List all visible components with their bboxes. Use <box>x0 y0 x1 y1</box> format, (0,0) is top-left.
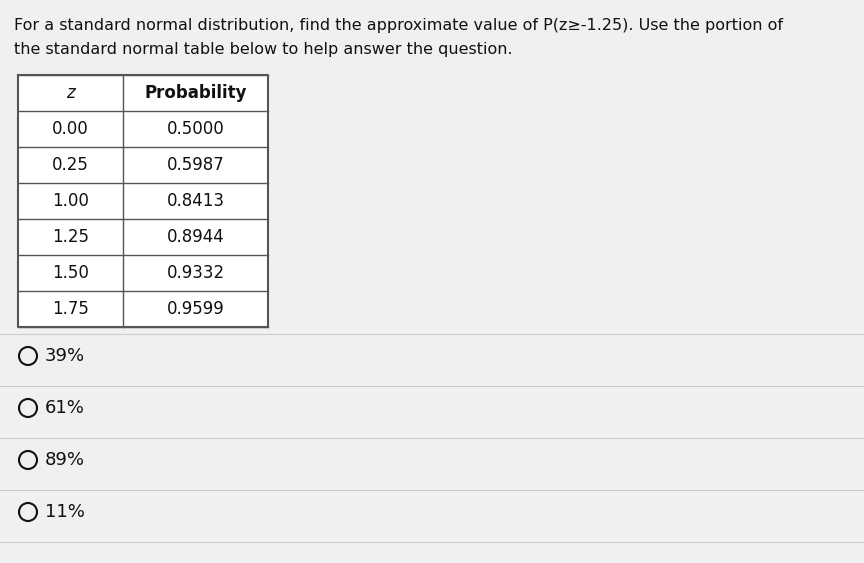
Text: 0.25: 0.25 <box>52 156 89 174</box>
Text: 0.9332: 0.9332 <box>167 264 225 282</box>
Text: 89%: 89% <box>45 451 85 469</box>
Text: 1.00: 1.00 <box>52 192 89 210</box>
Text: 0.5987: 0.5987 <box>167 156 225 174</box>
Text: 0.00: 0.00 <box>52 120 89 138</box>
Text: 0.8413: 0.8413 <box>167 192 225 210</box>
Text: 0.9599: 0.9599 <box>167 300 225 318</box>
Text: the standard normal table below to help answer the question.: the standard normal table below to help … <box>14 42 512 57</box>
Text: z: z <box>67 84 75 102</box>
Text: 1.50: 1.50 <box>52 264 89 282</box>
Text: For a standard normal distribution, find the approximate value of P(z≥-1.25). Us: For a standard normal distribution, find… <box>14 18 783 33</box>
Text: 0.5000: 0.5000 <box>167 120 225 138</box>
Text: 0.8944: 0.8944 <box>167 228 225 246</box>
Text: Probability: Probability <box>144 84 247 102</box>
Text: 61%: 61% <box>45 399 85 417</box>
Bar <box>18 75 268 327</box>
Text: 11%: 11% <box>45 503 85 521</box>
Text: 1.25: 1.25 <box>52 228 89 246</box>
Text: 39%: 39% <box>45 347 86 365</box>
Text: 1.75: 1.75 <box>52 300 89 318</box>
